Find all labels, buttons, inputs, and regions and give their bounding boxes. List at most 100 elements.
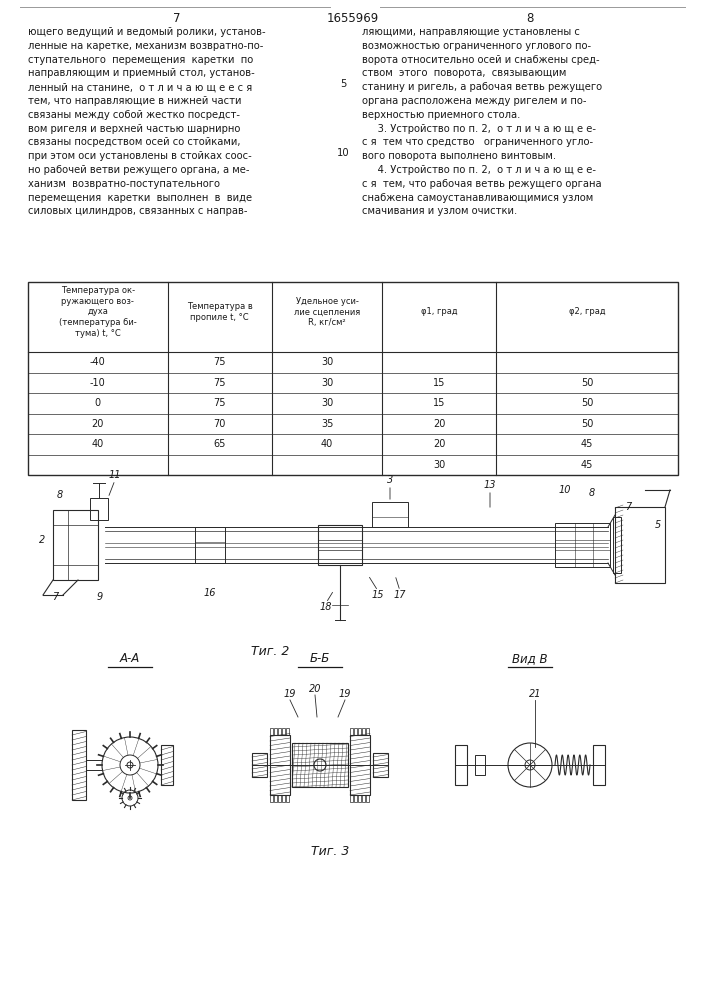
Text: 8: 8	[589, 488, 595, 498]
Bar	[455, 745, 467, 785]
Bar	[278, 728, 281, 735]
Text: 4. Устройство по п. 2,  о т л и ч а ю щ е е-: 4. Устройство по п. 2, о т л и ч а ю щ е…	[362, 165, 596, 175]
Text: 10: 10	[559, 485, 571, 495]
Text: 3: 3	[387, 475, 393, 485]
Text: 9: 9	[97, 592, 103, 602]
Text: связаны посредством осей со стойками,: связаны посредством осей со стойками,	[28, 137, 240, 147]
Text: вого поворота выполнено винтовым.: вого поворота выполнено винтовым.	[362, 151, 556, 161]
Text: Температура в
пропиле t, °C: Температура в пропиле t, °C	[187, 302, 252, 322]
Bar	[278, 795, 281, 802]
Text: 18: 18	[320, 602, 332, 612]
Text: Τиг. 3: Τиг. 3	[311, 845, 349, 858]
Text: ством  этого  поворота,  связывающим: ством этого поворота, связывающим	[362, 68, 566, 78]
Text: 8: 8	[57, 490, 63, 500]
Bar	[593, 745, 605, 785]
Text: φ1, град: φ1, град	[421, 308, 457, 316]
Text: 11: 11	[109, 470, 121, 480]
Text: 16: 16	[204, 588, 216, 598]
Text: 5: 5	[655, 520, 661, 530]
Bar	[366, 728, 368, 735]
Bar	[282, 728, 284, 735]
Bar	[72, 730, 86, 800]
Text: 75: 75	[214, 398, 226, 408]
Bar	[28, 282, 678, 475]
Text: -10: -10	[90, 378, 106, 388]
Bar	[274, 795, 276, 802]
Text: 7: 7	[625, 502, 631, 512]
Bar	[372, 502, 408, 527]
Text: 7: 7	[52, 592, 58, 602]
Bar	[358, 795, 361, 802]
Text: ленный на станине,  о т л и ч а ю щ е е с я: ленный на станине, о т л и ч а ю щ е е с…	[28, 82, 252, 92]
Text: верхностью приемного стола.: верхностью приемного стола.	[362, 110, 520, 120]
Bar	[53, 510, 98, 580]
Text: при этом оси установлены в стойках соос-: при этом оси установлены в стойках соос-	[28, 151, 252, 161]
Text: -40: -40	[90, 357, 106, 367]
Text: 75: 75	[214, 378, 226, 388]
Text: ленные на каретке, механизм возвратно-по-: ленные на каретке, механизм возвратно-по…	[28, 41, 264, 51]
Bar	[195, 527, 225, 563]
Bar	[358, 728, 361, 735]
Text: 30: 30	[321, 357, 333, 367]
Text: тем, что направляющие в нижней части: тем, что направляющие в нижней части	[28, 96, 242, 106]
Text: снабжена самоустанавливающимися узлом: снабжена самоустанавливающимися узлом	[362, 193, 593, 203]
Text: 45: 45	[581, 460, 593, 470]
Text: φ2, град: φ2, град	[568, 308, 605, 316]
Text: 13: 13	[484, 480, 496, 490]
Text: 20: 20	[92, 419, 104, 429]
Text: 75: 75	[214, 357, 226, 367]
Bar	[270, 728, 272, 735]
Text: 30: 30	[321, 398, 333, 408]
Text: но рабочей ветви режущего органа, а ме-: но рабочей ветви режущего органа, а ме-	[28, 165, 250, 175]
Text: 50: 50	[581, 419, 593, 429]
Text: направляющим и приемный стол, установ-: направляющим и приемный стол, установ-	[28, 68, 255, 78]
Text: 21: 21	[529, 689, 542, 699]
Bar	[282, 795, 284, 802]
Text: 15: 15	[372, 590, 384, 600]
Text: силовых цилиндров, связанных с направ-: силовых цилиндров, связанных с направ-	[28, 206, 247, 216]
Text: 15: 15	[433, 398, 445, 408]
Bar	[286, 728, 288, 735]
Text: 3. Устройство по п. 2,  о т л и ч а ю щ е е-: 3. Устройство по п. 2, о т л и ч а ю щ е…	[362, 124, 596, 134]
Text: Удельное уси-
лие сцепления
R, кг/см²: Удельное уси- лие сцепления R, кг/см²	[294, 297, 360, 327]
Text: 19: 19	[284, 689, 296, 699]
Text: 70: 70	[214, 419, 226, 429]
Text: 45: 45	[581, 439, 593, 449]
Text: 50: 50	[581, 398, 593, 408]
Text: 20: 20	[309, 684, 321, 694]
Bar	[354, 795, 356, 802]
Bar	[373, 753, 388, 777]
Text: 0: 0	[95, 398, 101, 408]
Bar	[286, 795, 288, 802]
Text: 1655969: 1655969	[327, 12, 379, 25]
Bar	[615, 507, 665, 583]
Text: 15: 15	[433, 378, 445, 388]
Text: перемещения  каретки  выполнен  в  виде: перемещения каретки выполнен в виде	[28, 193, 252, 203]
Text: Τиг. 2: Τиг. 2	[251, 645, 289, 658]
Text: ханизм  возвратно-поступательного: ханизм возвратно-поступательного	[28, 179, 220, 189]
Bar	[161, 745, 173, 785]
Text: возможностью ограниченного углового по-: возможностью ограниченного углового по-	[362, 41, 591, 51]
Bar	[354, 728, 356, 735]
Text: 35: 35	[321, 419, 333, 429]
Text: 19: 19	[339, 689, 351, 699]
Text: Б-Б: Б-Б	[310, 652, 330, 665]
Text: 10: 10	[337, 148, 349, 158]
Text: с я  тем что средство   ограниченного угло-: с я тем что средство ограниченного угло-	[362, 137, 593, 147]
Text: 40: 40	[92, 439, 104, 449]
Bar	[555, 523, 610, 567]
Circle shape	[314, 759, 326, 771]
Text: 65: 65	[214, 439, 226, 449]
Text: А-А: А-А	[120, 652, 140, 665]
Bar	[362, 795, 365, 802]
Circle shape	[127, 762, 133, 768]
Text: связаны между собой жестко посредст-: связаны между собой жестко посредст-	[28, 110, 240, 120]
Bar	[362, 728, 365, 735]
Text: органа расположена между ригелем и по-: органа расположена между ригелем и по-	[362, 96, 587, 106]
Text: Температура ок-
ружающего воз-
духа
(температура би-
тума) t, °C: Температура ок- ружающего воз- духа (тем…	[59, 286, 136, 338]
Text: станину и ригель, а рабочая ветвь режущего: станину и ригель, а рабочая ветвь режуще…	[362, 82, 602, 92]
Text: 7: 7	[173, 12, 181, 25]
Text: смачивания и узлом очистки.: смачивания и узлом очистки.	[362, 206, 518, 216]
Bar	[270, 795, 272, 802]
Bar	[475, 755, 485, 775]
